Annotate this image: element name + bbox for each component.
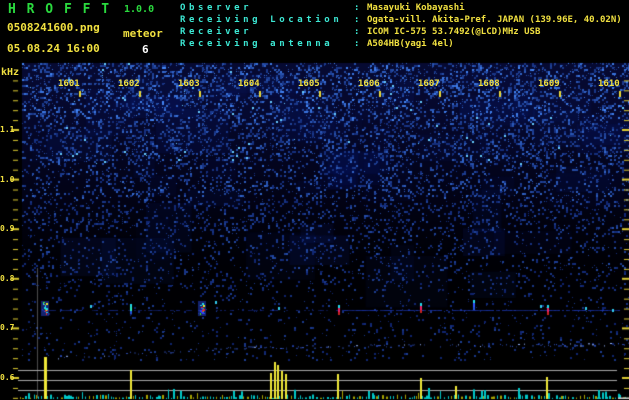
- app-version: 1.0.0: [124, 4, 155, 15]
- freq-tick-label: 0.6: [0, 373, 15, 382]
- time-tick-label: 1603: [178, 79, 200, 89]
- info-value: A504HB(yagi 4el): [367, 39, 454, 49]
- meteor-echo-count: 6: [142, 43, 149, 56]
- observation-datetime: 05.08.24 16:00: [7, 42, 100, 55]
- time-tick-label: 1609: [538, 79, 560, 89]
- info-row-location: Receiving Location : Ogata-vill. Akita-P…: [0, 16, 629, 28]
- info-row-observer: Observer : Masayuki Kobayashi: [0, 4, 629, 16]
- freq-tick-label: 0.8: [0, 273, 15, 283]
- time-tick-label: 1602: [118, 79, 140, 89]
- freq-axis-unit-label: kHz: [1, 67, 20, 78]
- info-value: Masayuki Kobayashi: [367, 3, 465, 13]
- time-tick-label: 1604: [238, 79, 260, 89]
- info-colon: :: [354, 39, 360, 49]
- time-tick-label: 1610: [598, 79, 620, 89]
- observing-mode: meteor: [123, 27, 163, 40]
- time-tick-label: 1605: [298, 79, 320, 89]
- freq-tick-label: 1.1: [0, 125, 15, 134]
- info-row-receiver: Receiver : ICOM IC-575 53.7492(@LCD)MHz …: [0, 28, 629, 40]
- info-colon: :: [354, 27, 360, 37]
- time-tick-label: 1601: [58, 79, 80, 89]
- time-tick-label: 1606: [358, 79, 380, 89]
- info-label: Receiving Location: [180, 15, 343, 25]
- app-title: H R O F F T: [8, 2, 111, 17]
- output-filename: 0508241600.png: [7, 21, 100, 34]
- freq-tick-label: 1.0: [0, 174, 15, 184]
- info-colon: :: [354, 15, 360, 25]
- info-colon: :: [354, 3, 360, 13]
- time-tick-label: 1608: [478, 79, 500, 89]
- info-value: ICOM IC-575 53.7492(@LCD)MHz USB: [367, 27, 541, 37]
- freq-tick-label: 0.7: [0, 323, 15, 333]
- info-label: Receiving antenna: [180, 39, 334, 49]
- info-row-antenna: Receiving antenna : A504HB(yagi 4el): [0, 40, 629, 52]
- freq-tick-label: 0.9: [0, 224, 15, 234]
- time-tick-label: 1607: [418, 79, 440, 89]
- info-value: Ogata-vill. Akita-Pref. JAPAN (139.96E, …: [367, 15, 622, 25]
- info-label: Observer: [180, 3, 253, 13]
- info-label: Receiver: [180, 27, 253, 37]
